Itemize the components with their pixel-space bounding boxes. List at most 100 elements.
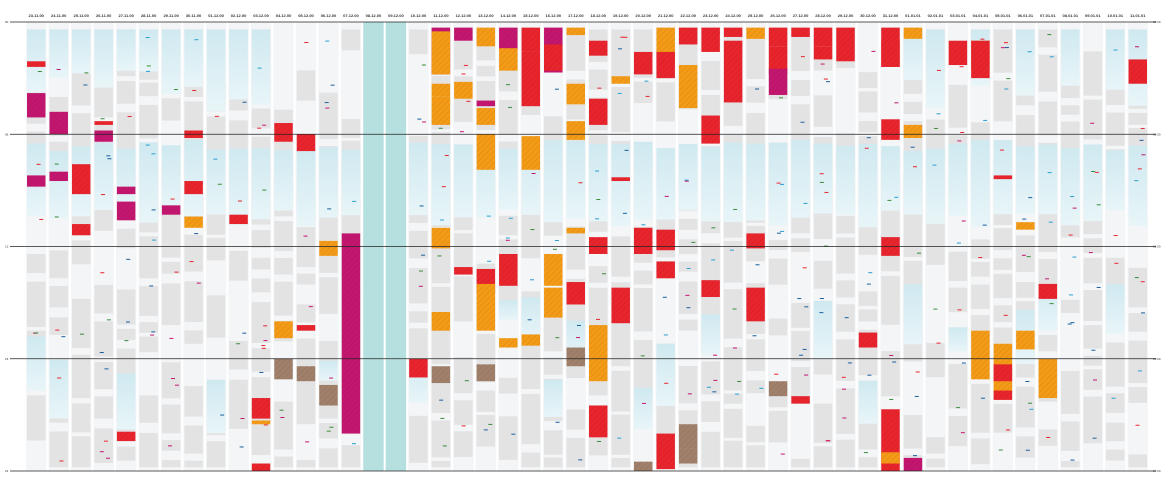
activity-cell <box>926 342 945 378</box>
event-block <box>544 287 563 318</box>
tick-mark <box>1025 449 1030 451</box>
tick-mark <box>917 252 922 254</box>
activity-cell <box>1106 112 1125 146</box>
event-hatch <box>746 27 765 39</box>
activity-cell <box>1083 51 1103 96</box>
tick-mark <box>439 399 444 401</box>
date-label: 25.12.00 <box>748 13 764 18</box>
event-block <box>544 44 563 71</box>
date-label: 05.12.00 <box>298 13 314 18</box>
event-hatch <box>544 287 563 318</box>
tick-mark <box>617 92 622 94</box>
tick-mark <box>732 347 737 349</box>
activity-cell <box>94 321 113 357</box>
activity-cell <box>229 250 248 281</box>
y-tick-label-left: 00 <box>5 20 9 24</box>
tick-mark <box>863 452 868 454</box>
date-label: 21.12.00 <box>658 13 674 18</box>
tick-mark <box>263 424 268 426</box>
idle-block <box>1061 29 1080 86</box>
tick-mark <box>421 64 426 66</box>
tick-mark <box>192 89 197 91</box>
tick-mark <box>1141 312 1146 314</box>
tick-mark <box>1028 197 1033 199</box>
tick-mark <box>174 384 179 386</box>
activity-cell <box>184 386 203 417</box>
activity-cell <box>948 287 968 313</box>
tick-mark <box>84 72 89 74</box>
tick-mark <box>174 271 179 273</box>
tick-mark <box>61 336 66 338</box>
activity-cell <box>836 57 855 69</box>
idle-block <box>229 29 248 100</box>
activity-cell <box>1061 121 1080 151</box>
tick-mark <box>961 362 966 364</box>
event-hatch <box>971 330 990 380</box>
activity-cell <box>1038 334 1058 352</box>
event-block <box>633 461 653 471</box>
tick-mark <box>933 127 938 129</box>
event-hatch <box>768 27 788 47</box>
event-block <box>431 83 451 97</box>
activity-cell <box>139 286 158 316</box>
date-label: 08.01.01 <box>1063 13 1079 18</box>
event-hatch <box>611 76 630 84</box>
tick-mark <box>100 118 105 120</box>
tick-mark <box>1091 170 1096 172</box>
tick-mark <box>1113 235 1118 237</box>
event-block <box>499 253 518 286</box>
activity-cell <box>589 266 608 283</box>
activity-cell <box>71 436 91 468</box>
event-hatch <box>296 366 316 382</box>
activity-cell <box>116 446 136 461</box>
activity-cell <box>1128 387 1147 403</box>
event-block <box>27 93 46 118</box>
activity-cell <box>274 257 293 275</box>
event-block <box>633 227 653 254</box>
activity-cell <box>836 339 855 381</box>
event-block <box>229 214 248 225</box>
event-block <box>633 51 653 75</box>
idle-block <box>206 149 226 215</box>
tick-mark <box>601 273 606 275</box>
idle-block <box>948 143 968 216</box>
event-hatch <box>768 381 788 397</box>
activity-cell <box>678 218 698 230</box>
event-block <box>903 124 923 138</box>
tick-mark <box>800 121 805 123</box>
tick-mark <box>106 457 111 459</box>
tick-mark <box>508 106 513 108</box>
gridline-layer <box>10 21 1156 472</box>
event-hatch <box>319 240 338 256</box>
tick-mark <box>1070 196 1075 198</box>
activity-cell <box>251 136 271 149</box>
activity-cell <box>903 260 923 292</box>
event-block <box>903 27 923 39</box>
idle-block <box>1061 148 1080 226</box>
activity-cell <box>1016 235 1035 272</box>
date-label: 18.12.00 <box>590 13 606 18</box>
activity-cell <box>836 439 855 468</box>
event-block <box>813 27 833 47</box>
tick-mark <box>263 340 268 342</box>
date-label: 02.12.00 <box>231 13 247 18</box>
date-label: 01.01.01 <box>905 13 921 18</box>
activity-cell <box>723 241 743 283</box>
date-label: 20.12.00 <box>635 13 651 18</box>
activity-cell <box>27 281 46 327</box>
activity-cell <box>319 92 338 140</box>
tick-mark <box>125 321 130 323</box>
activity-cell <box>296 70 316 101</box>
event-hatch <box>431 96 451 125</box>
tick-mark <box>303 235 308 237</box>
idle-block <box>161 145 181 212</box>
event-hatch <box>1016 222 1035 230</box>
activity-cell <box>409 268 428 304</box>
tick-mark <box>329 377 334 379</box>
tick-mark <box>240 417 245 419</box>
event-block <box>589 405 608 438</box>
tick-mark <box>1028 402 1033 404</box>
tick-mark <box>173 89 178 91</box>
activity-cell <box>409 230 428 259</box>
date-label: 26.11.00 <box>96 13 112 18</box>
